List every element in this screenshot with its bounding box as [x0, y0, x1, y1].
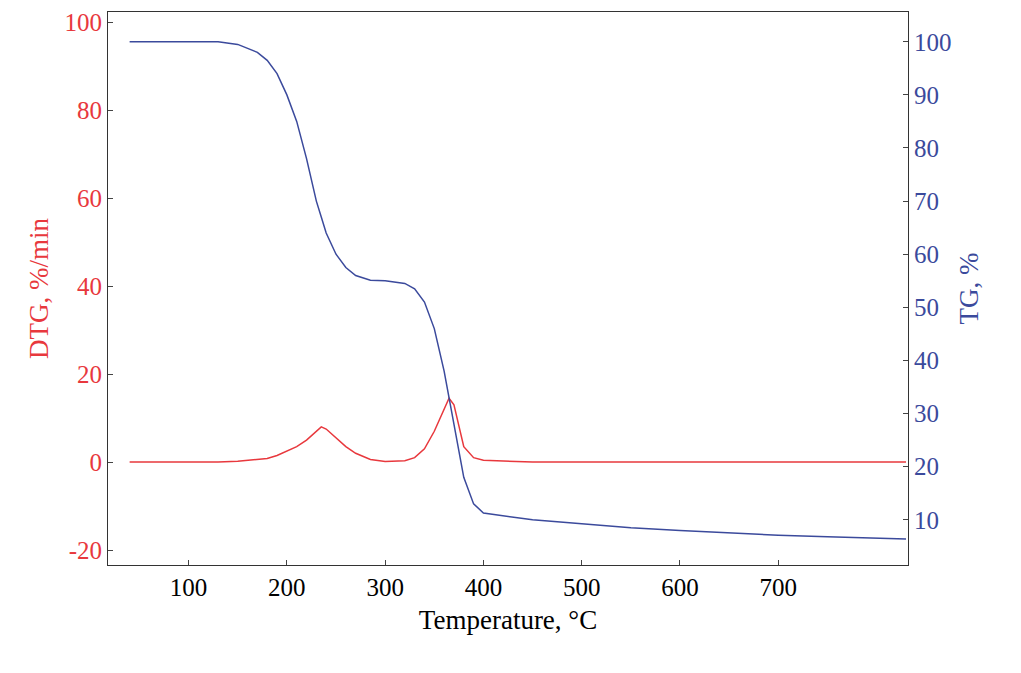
svg-text:80: 80 — [77, 97, 102, 124]
svg-text:300: 300 — [366, 574, 404, 601]
svg-text:DTG, %/min: DTG, %/min — [24, 218, 54, 359]
svg-text:40: 40 — [77, 273, 102, 300]
svg-text:0: 0 — [90, 449, 103, 476]
svg-text:60: 60 — [77, 185, 102, 212]
svg-text:100: 100 — [65, 9, 103, 36]
svg-text:20: 20 — [77, 361, 102, 388]
svg-text:100: 100 — [170, 574, 208, 601]
svg-text:600: 600 — [661, 574, 699, 601]
svg-text:700: 700 — [760, 574, 798, 601]
svg-text:200: 200 — [268, 574, 306, 601]
svg-text:50: 50 — [914, 294, 939, 321]
svg-text:70: 70 — [914, 188, 939, 215]
svg-text:-20: -20 — [69, 537, 102, 564]
svg-text:60: 60 — [914, 241, 939, 268]
svg-text:10: 10 — [914, 507, 939, 534]
svg-text:80: 80 — [914, 135, 939, 162]
svg-text:100: 100 — [914, 29, 952, 56]
svg-text:90: 90 — [914, 82, 939, 109]
svg-text:20: 20 — [914, 453, 939, 480]
svg-text:400: 400 — [465, 574, 503, 601]
svg-text:TG, %: TG, % — [954, 253, 984, 325]
svg-text:40: 40 — [914, 347, 939, 374]
svg-text:500: 500 — [563, 574, 601, 601]
svg-text:Temperature, °C: Temperature, °C — [419, 605, 597, 635]
svg-text:30: 30 — [914, 400, 939, 427]
